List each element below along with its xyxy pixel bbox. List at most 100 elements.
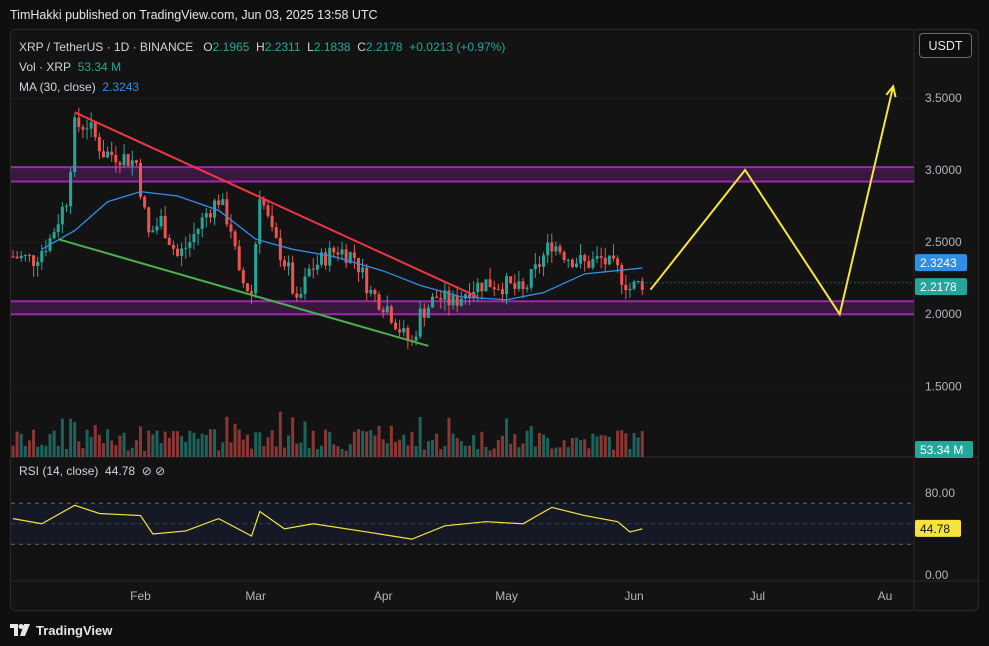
volume-bar (599, 435, 603, 457)
candle-body (459, 298, 463, 306)
volume-bar (505, 418, 509, 457)
volume-bar (295, 443, 299, 457)
candle-body (319, 252, 323, 265)
candle-body (385, 306, 389, 313)
last-price-tag: 2.2178 (920, 280, 957, 294)
volume-bar (56, 445, 60, 457)
volume-bar (225, 416, 229, 457)
volume-bar (529, 426, 533, 457)
volume-bar (402, 434, 406, 457)
volume-bar (583, 439, 587, 457)
volume-bar (15, 431, 19, 457)
volume-bar (591, 433, 595, 457)
volume-bar (525, 430, 529, 457)
rsi-value: 44.78 (105, 464, 136, 478)
candle-body (422, 308, 426, 318)
candle-body (23, 255, 27, 257)
candle-body (237, 246, 241, 271)
candle-body (389, 306, 393, 323)
rsi-label: RSI (14, close) (19, 464, 99, 478)
volume-bar (385, 443, 389, 457)
price-tick-label: 1.5000 (925, 379, 962, 393)
price-tick-label: 2.5000 (925, 235, 962, 249)
candle-body (513, 283, 517, 289)
volume-bar (101, 443, 105, 457)
candle-body (32, 255, 36, 266)
candle-body (500, 289, 504, 295)
candle-body (19, 255, 23, 259)
volume-bar (11, 445, 15, 457)
volume-bar (167, 437, 171, 457)
candle-body (73, 117, 77, 172)
candle-body (180, 248, 184, 256)
volume-bar (208, 429, 212, 457)
volume-bar (213, 429, 217, 457)
candle-body (143, 196, 147, 208)
volume-bar (476, 448, 480, 457)
candle-body (620, 265, 624, 285)
volume-bar (151, 434, 155, 457)
rsi-tick-label: 80.00 (925, 486, 955, 500)
candle-body (328, 247, 332, 266)
volume-bar (554, 447, 558, 457)
volume-bar (636, 437, 640, 457)
candle-body (517, 281, 521, 289)
chart-canvas[interactable]: 3.5000 3.0000 2.5000 2.0000 1.5000 2.3243 2.21… (11, 30, 978, 610)
volume-bar (603, 435, 607, 457)
candle-body (303, 276, 307, 294)
candle-body (525, 287, 529, 290)
candle-body (208, 213, 212, 218)
candle-body (77, 117, 81, 128)
candle-body (291, 262, 295, 294)
candle-body (52, 232, 56, 239)
change-value: +0.0213 (+0.97%) (409, 40, 506, 54)
volume-bar (303, 421, 307, 457)
volume-bar (81, 448, 85, 457)
published-by-text: TimHakki published on TradingView.com, J… (10, 8, 378, 22)
candle-body (624, 284, 628, 291)
candle-body (69, 171, 73, 207)
rsi-value-tag-bg (915, 519, 961, 537)
candle-body (394, 322, 397, 330)
candle-body (414, 336, 418, 341)
volume-bar (60, 418, 64, 457)
candle-body (254, 244, 258, 294)
volume-bar (274, 446, 278, 457)
candle-body (521, 281, 525, 290)
tradingview-logo[interactable]: TradingView (10, 621, 112, 639)
volume-bar (356, 429, 360, 457)
volume-bar (307, 447, 311, 457)
volume-bar (147, 430, 151, 457)
candle-body (607, 255, 611, 265)
volume-bar (106, 429, 110, 457)
volume-bar (48, 433, 52, 457)
volume-price-tag: 53.34 M (920, 443, 963, 457)
candle-body (270, 215, 274, 228)
candle-body (106, 151, 110, 158)
volume-bar (262, 445, 266, 457)
volume-bar (624, 433, 628, 457)
volume-bar (447, 417, 451, 457)
volume-bar (558, 447, 562, 457)
candle-body (365, 267, 369, 294)
volume-bar (394, 441, 397, 457)
rsi-visibility-icons[interactable]: ⊘ ⊘ (141, 464, 166, 478)
ma-price-tag: 2.3243 (920, 256, 957, 270)
volume-bar (595, 436, 599, 457)
time-tick-label: Mar (245, 589, 266, 603)
candle-body (225, 199, 229, 225)
volume-bar (426, 441, 430, 457)
candle-body (591, 258, 595, 268)
currency-button[interactable]: USDT (919, 33, 972, 58)
candle-body (97, 137, 101, 152)
candle-body (171, 244, 175, 249)
volume-bar (451, 433, 455, 457)
rsi-line (12, 504, 643, 540)
chart-panel[interactable]: 3.5000 3.0000 2.5000 2.0000 1.5000 2.3243 2.21… (10, 29, 979, 611)
volume-bar (32, 429, 36, 457)
candle-body (636, 280, 640, 282)
candle-body (110, 151, 114, 156)
candle-body (356, 257, 360, 273)
volume-bar (344, 450, 348, 457)
volume-bar (414, 446, 418, 457)
